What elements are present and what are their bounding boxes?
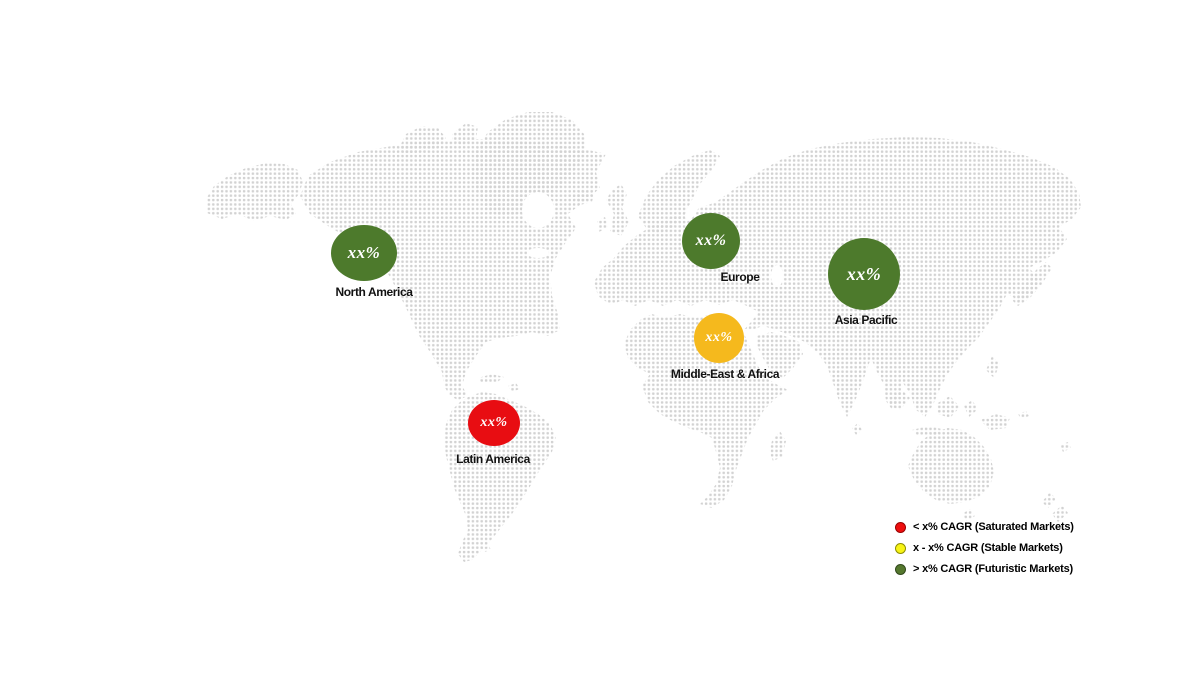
sea-great-lakes [527,248,549,258]
region-bubble-north-america: xx% [331,225,397,281]
island-sri-lanka [852,423,862,435]
cagr-legend: < x% CAGR (Saturated Markets) x - x% CAGR… [895,520,1074,576]
legend-item-stable: x - x% CAGR (Stable Markets) [895,541,1074,555]
legend-item-futuristic: > x% CAGR (Futuristic Markets) [895,562,1074,576]
region-label-asia-pacific: Asia Pacific [834,313,898,327]
region-cagr-value: xx% [480,415,508,430]
sea-caspian [771,265,783,287]
island-hispaniola [508,383,520,392]
legend-label-futuristic: > x% CAGR (Futuristic Markets) [913,563,1073,575]
region-bubble-europe: xx% [682,213,740,269]
island-new-zealand-south [1052,505,1068,522]
island-solomon [1018,411,1029,419]
continent-alaska [206,163,303,221]
continent-scandinavia [638,150,720,234]
sea-hudson-bay [522,192,554,228]
island-new-zealand-north [1042,492,1056,508]
arctic-islands [398,126,446,154]
legend-label-saturated: < x% CAGR (Saturated Markets) [913,521,1074,533]
island-iceland [572,190,594,205]
sea-black [731,273,753,283]
continent-australia [908,428,994,504]
island-madagascar [769,431,786,461]
island-borneo [936,396,960,418]
island-cuba [478,374,504,383]
region-cagr-value: xx% [347,243,381,262]
region-cagr-value: xx% [846,263,882,284]
region-label-middle-east-africa: Middle-East & Africa [670,367,780,381]
legend-item-saturated: < x% CAGR (Saturated Markets) [895,520,1074,534]
island-tasmania [962,509,975,521]
region-label-north-america: North America [335,285,413,299]
arctic-islands [452,123,478,145]
continent-africa [624,314,788,508]
island-fiji [1060,442,1071,452]
region-label-europe: Europe [720,270,760,284]
region-cagr-value: xx% [695,232,727,249]
legend-marker-saturated-icon [895,521,906,533]
region-bubble-asia-pacific: xx% [828,238,900,310]
sea-baltic [685,200,699,220]
legend-marker-stable-icon [895,542,906,554]
island-uk [606,184,629,236]
island-sumatra [890,390,910,410]
island-new-guinea [980,414,1010,430]
region-bubble-middle-east-africa: xx% [694,313,744,363]
island-sulawesi [964,400,978,417]
continent-arabia [757,332,803,378]
region-cagr-value: xx% [705,330,733,345]
region-label-latin-america: Latin America [456,452,530,466]
island-philippines [986,356,1000,378]
island-ireland [597,217,608,232]
legend-label-stable: x - x% CAGR (Stable Markets) [913,542,1063,554]
island-falklands [482,546,491,552]
island-japan [1012,262,1052,306]
continent-greenland [472,112,586,216]
region-bubble-latin-america: xx% [468,400,520,446]
legend-marker-futuristic-icon [895,563,906,575]
